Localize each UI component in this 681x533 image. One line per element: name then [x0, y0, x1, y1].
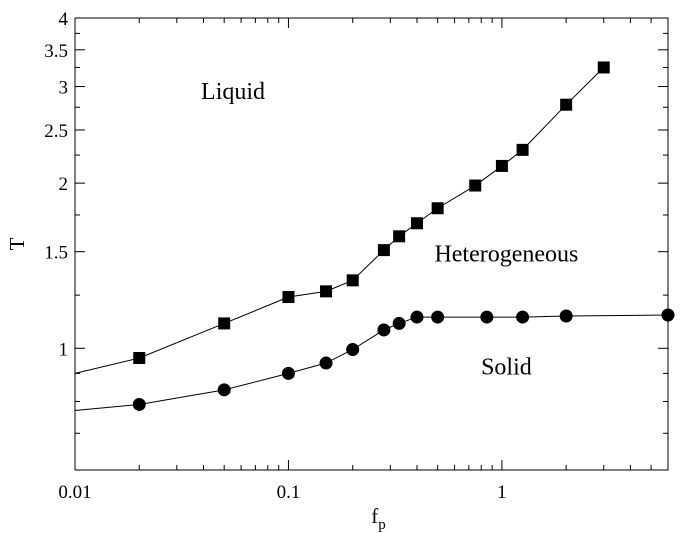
- y-tick-label: 2.5: [44, 121, 68, 142]
- square-marker: [346, 274, 359, 287]
- circle-marker: [377, 323, 391, 337]
- y-axis-label: T: [5, 237, 29, 250]
- y-tick-label: 2: [59, 174, 69, 195]
- square-marker: [495, 159, 508, 172]
- y-tick-label: 1.5: [44, 243, 68, 264]
- x-tick-label: 0.01: [58, 482, 91, 503]
- series-0-line: [74, 67, 605, 374]
- y-tick-label: 1: [59, 339, 69, 360]
- region-label-liquid: Liquid: [201, 79, 265, 105]
- region-label-heterogeneous: Heterogeneous: [434, 241, 578, 267]
- square-marker: [516, 143, 529, 156]
- circle-marker: [132, 397, 146, 411]
- x-axis-label-subscript: p: [378, 517, 386, 533]
- circle-marker: [392, 316, 406, 330]
- labels-layer: 0.01 0.1 1 1 1.5 2 2.5 3 3.5 4 fp T Liquid Heterogene…: [5, 9, 578, 533]
- circle-marker: [319, 356, 333, 370]
- circle-marker: [559, 309, 573, 323]
- square-marker: [133, 352, 146, 365]
- square-marker: [560, 98, 573, 111]
- axes: [74, 17, 669, 471]
- circle-marker: [346, 342, 360, 356]
- y-tick-label: 3: [59, 78, 69, 99]
- circle-marker: [410, 310, 424, 324]
- square-marker: [393, 230, 406, 243]
- circle-marker: [516, 310, 530, 324]
- plot-frame: [74, 17, 669, 471]
- square-marker: [377, 244, 390, 257]
- square-marker: [282, 291, 295, 304]
- series-1-line: [74, 314, 669, 412]
- y-tick-label: 3.5: [44, 41, 68, 62]
- circle-marker: [480, 310, 494, 324]
- x-tick-label: 1: [497, 482, 507, 503]
- x-tick-label: 0.1: [277, 482, 301, 503]
- square-marker: [218, 317, 231, 330]
- square-marker: [410, 217, 423, 230]
- y-tick-label: 4: [59, 9, 69, 30]
- square-marker: [469, 179, 482, 192]
- series-layer: [74, 61, 675, 412]
- square-marker: [597, 61, 610, 74]
- square-marker: [320, 285, 333, 298]
- square-marker: [431, 202, 444, 215]
- circle-marker: [661, 308, 675, 322]
- region-label-solid: Solid: [481, 355, 532, 381]
- x-axis-label: fp: [371, 504, 386, 533]
- circle-marker: [217, 383, 231, 397]
- circle-marker: [431, 310, 445, 324]
- x-axis-label-main: f: [371, 504, 378, 528]
- circle-marker: [281, 366, 295, 380]
